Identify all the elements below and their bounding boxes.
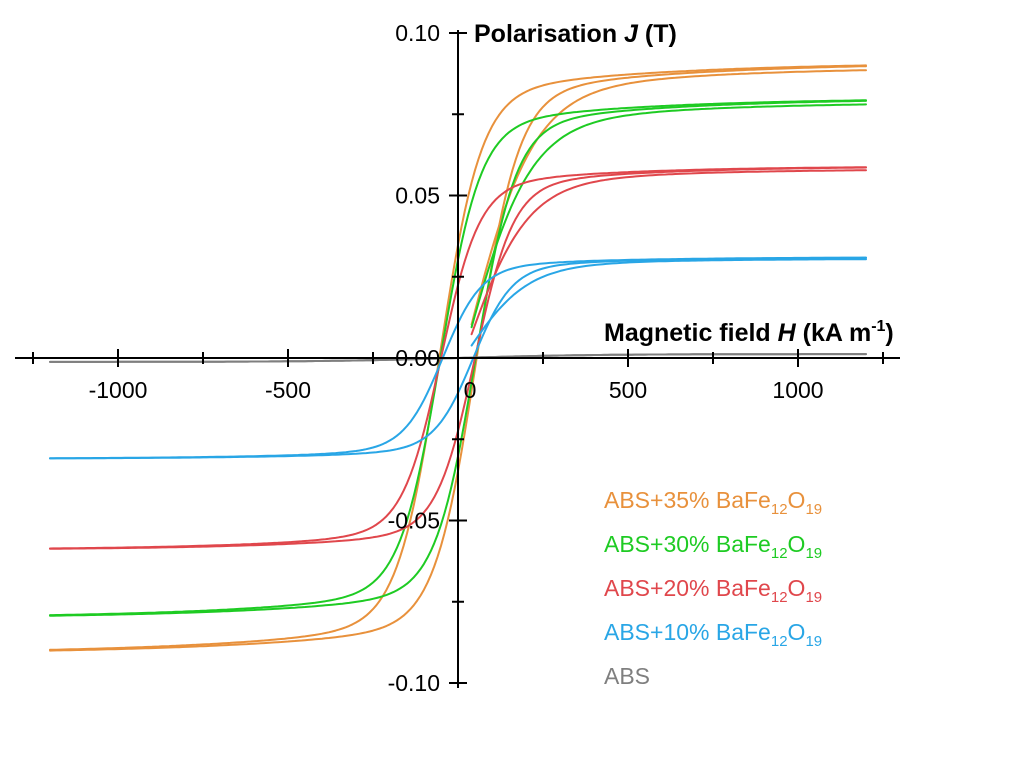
y-axis-title: Polarisation J (T) (474, 20, 677, 48)
y-tick-label: 0.10 (395, 20, 440, 46)
series-2-initial-curve (470, 169, 867, 336)
series-1-initial-curve (470, 103, 867, 329)
x-tick-label: -500 (265, 377, 311, 403)
x-axis-title: Magnetic field H (kA m-1) (604, 318, 894, 347)
y-tick-label: 0.00 (395, 345, 440, 371)
tick-layer: -1000 -500 0 500 1000 -0.10 -0.05 0.00 0.05 0.10 (32, 20, 884, 696)
legend-entry-3: ABS+10% BaFe12O19 (604, 619, 822, 650)
x-tick-label: 1000 (772, 377, 823, 403)
series-3-initial-curve (470, 258, 867, 347)
x-tick-label: 0 (464, 377, 477, 403)
legend-entry-2: ABS+20% BaFe12O19 (604, 575, 822, 606)
legend-entry-4: ABS (604, 663, 650, 689)
y-tick-label: 0.05 (395, 183, 440, 209)
y-tick-label: -0.10 (388, 670, 440, 696)
y-tick-label: -0.05 (388, 508, 440, 534)
legend-entry-1: ABS+30% BaFe12O19 (604, 531, 822, 562)
x-tick-label: 500 (609, 377, 647, 403)
legend-entry-0: ABS+35% BaFe12O19 (604, 487, 822, 518)
x-tick-label: -1000 (89, 377, 148, 403)
legend: ABS+35% BaFe12O19 ABS+30% BaFe12O19 ABS+20… (604, 487, 822, 689)
